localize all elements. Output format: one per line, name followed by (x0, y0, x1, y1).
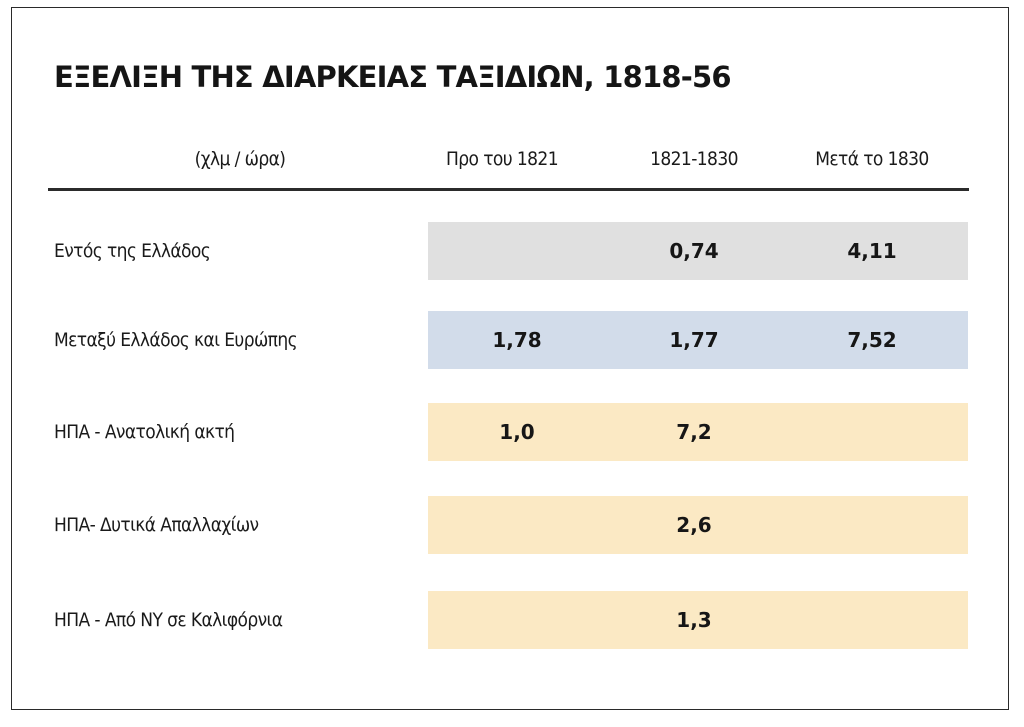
row-band (428, 222, 968, 280)
table-cell: 7,52 (847, 328, 897, 352)
row-label: ΗΠΑ - Από ΝΥ σε Καλιφόρνια (54, 609, 283, 631)
unit-header: (χλμ / ώρα) (194, 148, 286, 170)
table-cell: 0,74 (669, 239, 719, 263)
table-cell: 4,11 (847, 239, 897, 263)
row-band (428, 496, 968, 554)
table-cell: 1,77 (669, 328, 719, 352)
row-label: Μεταξύ Ελλάδος και Ευρώπης (54, 329, 298, 351)
table-cell: 2,6 (676, 513, 712, 537)
table-cell: 1,3 (676, 608, 712, 632)
row-band (428, 591, 968, 649)
row-band (428, 403, 968, 461)
column-header-pre-1821: Προ του 1821 (446, 148, 559, 170)
column-header-1821-1830: 1821-1830 (650, 148, 738, 170)
row-label: Εντός της Ελλάδος (54, 240, 211, 262)
row-label: ΗΠΑ- Δυτικά Απαλλαχίων (54, 514, 259, 536)
header-divider (48, 188, 969, 191)
row-band (428, 311, 968, 369)
row-label: ΗΠΑ - Ανατολική ακτή (54, 421, 235, 443)
table-cell: 7,2 (676, 420, 712, 444)
table-cell: 1,78 (492, 328, 542, 352)
table-cell: 1,0 (499, 420, 535, 444)
chart-title: ΕΞΕΛΙΞΗ ΤΗΣ ΔΙΑΡΚΕΙΑΣ ΤΑΞΙΔΙΩΝ, 1818-56 (54, 60, 732, 94)
column-header-post-1830: Μετά το 1830 (815, 148, 929, 170)
